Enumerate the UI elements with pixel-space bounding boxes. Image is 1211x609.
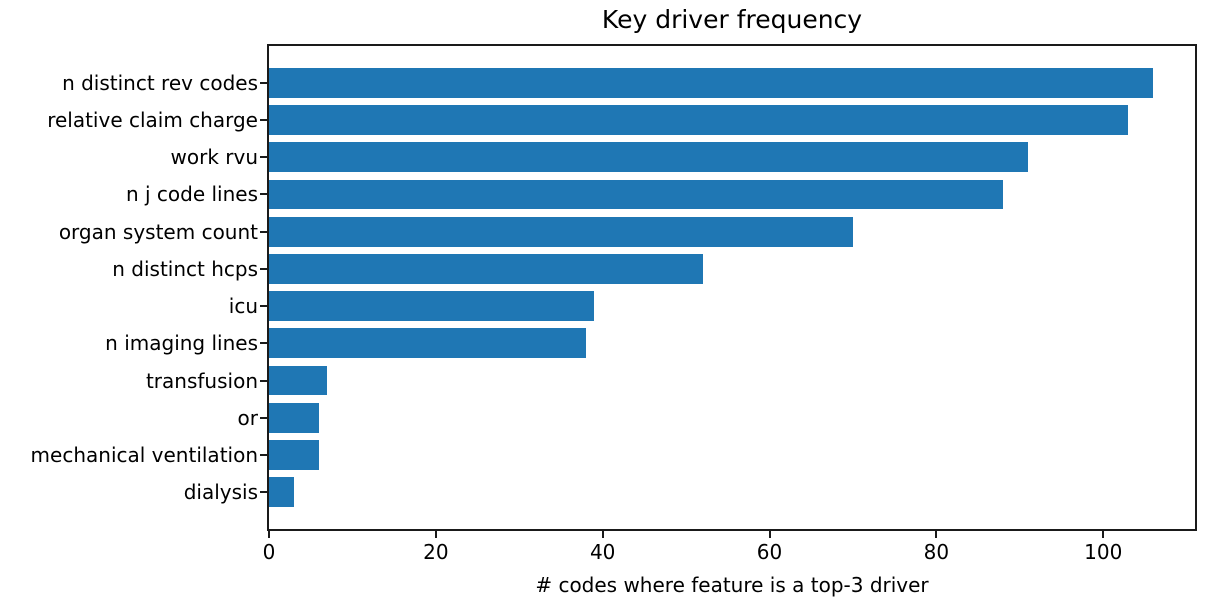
y-tick-mark — [260, 342, 267, 345]
x-tick-label: 0 — [262, 540, 276, 564]
x-tick-label: 100 — [1084, 540, 1123, 564]
y-tick-label: n distinct hcps — [112, 256, 258, 281]
plot-area — [267, 44, 1197, 531]
y-tick-label: work rvu — [170, 145, 259, 170]
x-axis-label: # codes where feature is a top-3 driver — [535, 573, 929, 597]
x-tick-label: 80 — [923, 540, 950, 564]
y-tick-label: icu — [228, 294, 258, 319]
y-tick-mark — [260, 119, 267, 122]
bar — [269, 291, 595, 321]
x-tick-label: 20 — [423, 540, 449, 564]
chart-title: Key driver frequency — [601, 5, 863, 34]
x-tick-label: 40 — [589, 540, 616, 564]
bar — [269, 328, 586, 359]
y-tick-mark — [260, 81, 267, 84]
x-tick-mark — [935, 531, 938, 538]
bar — [269, 105, 1129, 135]
y-tick-mark — [260, 416, 267, 419]
y-tick-mark — [260, 230, 267, 233]
bar — [269, 365, 328, 396]
y-tick-label: n j code lines — [125, 182, 258, 207]
y-tick-mark — [260, 193, 267, 196]
y-tick-label: organ system count — [58, 219, 258, 244]
x-tick-mark — [268, 531, 270, 538]
y-tick-mark — [260, 491, 267, 494]
bar — [269, 67, 1154, 98]
y-tick-mark — [260, 379, 267, 382]
y-tick-label: n distinct rev codes — [62, 70, 258, 95]
y-tick-label: n imaging lines — [105, 331, 258, 356]
y-tick-mark — [260, 305, 267, 308]
x-tick-mark — [434, 531, 437, 538]
bar — [269, 254, 703, 284]
y-tick-label: or — [237, 405, 258, 430]
x-tick-mark — [768, 531, 771, 538]
y-tick-mark — [260, 453, 267, 456]
bar — [269, 440, 320, 470]
y-tick-label: dialysis — [183, 480, 258, 505]
bar — [269, 179, 1004, 210]
bar — [269, 142, 1029, 173]
y-tick-mark — [260, 267, 267, 270]
x-tick-mark — [601, 531, 604, 538]
y-tick-label: mechanical ventilation — [30, 442, 258, 467]
x-tick-mark — [1102, 531, 1105, 538]
bar — [269, 477, 295, 508]
x-tick-label: 60 — [756, 540, 783, 564]
y-tick-label: relative claim charge — [47, 108, 258, 133]
bar — [269, 402, 320, 433]
bar — [269, 216, 853, 247]
y-tick-mark — [260, 156, 267, 159]
y-tick-label: transfusion — [145, 368, 258, 393]
